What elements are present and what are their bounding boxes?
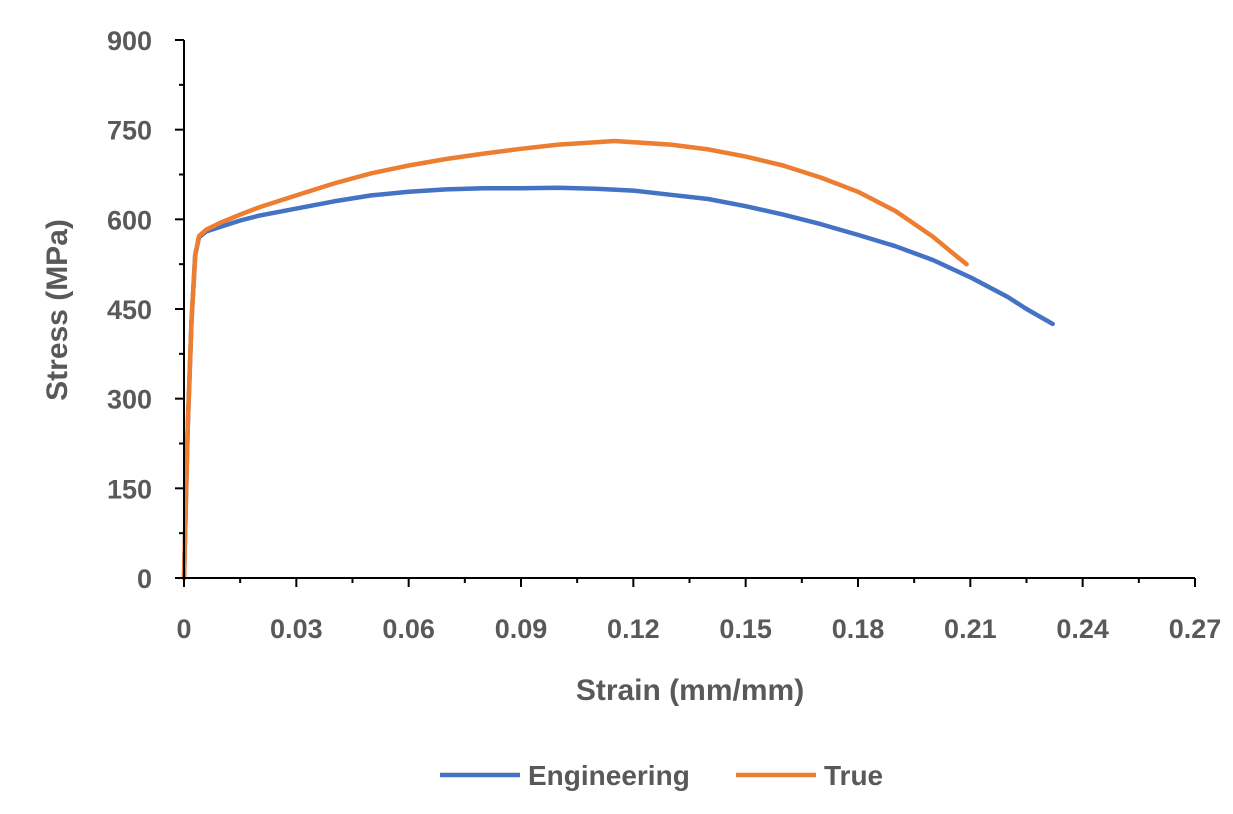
x-tick-label: 0.12 — [607, 614, 660, 644]
x-tick-label: 0.03 — [270, 614, 323, 644]
plot-lines — [181, 138, 1055, 581]
series-line-engineering — [181, 185, 1055, 581]
series-line-true — [181, 138, 969, 581]
y-tick-label: 900 — [107, 26, 152, 56]
y-tick-label: 150 — [107, 474, 152, 504]
legend-label-true: True — [824, 760, 883, 791]
y-tick-labels: 0 150 300 450 600 750 900 — [107, 26, 152, 594]
y-axis-ticks — [175, 39, 184, 579]
y-tick-label: 0 — [137, 564, 152, 594]
legend-label-engineering: Engineering — [528, 760, 690, 791]
x-tick-label: 0.09 — [495, 614, 548, 644]
x-axis-title: Strain (mm/mm) — [576, 674, 804, 707]
x-axis-ticks — [183, 578, 1196, 587]
x-tick-label: 0.24 — [1056, 614, 1109, 644]
y-tick-label: 450 — [107, 295, 152, 325]
x-tick-label: 0.27 — [1169, 614, 1222, 644]
y-tick-label: 750 — [107, 116, 152, 146]
legend: Engineering True — [440, 760, 883, 791]
y-tick-label: 300 — [107, 385, 152, 415]
x-tick-label: 0.06 — [382, 614, 435, 644]
x-tick-labels: 0 0.03 0.06 0.09 0.12 0.15 0.18 0.21 0.24 0.27 — [176, 614, 1221, 644]
x-tick-label: 0.21 — [944, 614, 997, 644]
y-tick-label: 600 — [107, 205, 152, 235]
x-tick-label: 0.18 — [832, 614, 885, 644]
y-axis-title: Stress (MPa) — [41, 219, 74, 401]
x-tick-label: 0 — [176, 614, 191, 644]
x-tick-label: 0.15 — [719, 614, 772, 644]
